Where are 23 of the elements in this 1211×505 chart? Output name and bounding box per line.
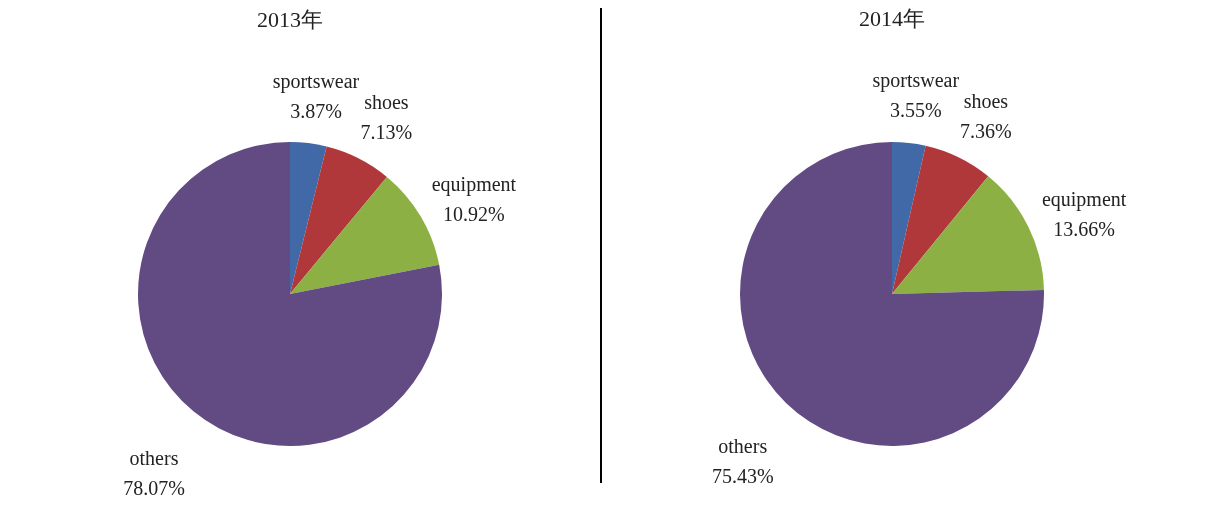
chart-title: 2013年 <box>257 6 323 32</box>
data-label: 78.07% <box>123 477 185 500</box>
slice-label: sportswear <box>872 69 960 93</box>
data-label: 3.87% <box>290 99 342 122</box>
slice-label: sportswear <box>272 69 360 93</box>
slice-label: equipment <box>431 172 517 196</box>
data-label: 13.66% <box>1053 217 1115 240</box>
slice-label: others <box>718 435 768 458</box>
data-label: 3.55% <box>889 99 942 122</box>
data-label: 10.92% <box>443 202 505 225</box>
slice-label: shoes <box>963 89 1009 112</box>
pie-slice <box>290 142 327 294</box>
slice-label: shoes <box>364 90 409 113</box>
slice-label: others <box>129 447 179 470</box>
pie-slice <box>892 145 989 294</box>
data-label: 75.43% <box>711 465 774 488</box>
data-label: 7.36% <box>960 119 1012 142</box>
data-label: 7.13% <box>360 120 413 143</box>
chart-title: 2014年 <box>859 6 925 32</box>
pie-slice <box>290 146 387 294</box>
slice-label: equipment <box>1041 187 1127 211</box>
pie-slice <box>892 142 926 294</box>
pie-slice <box>892 176 1044 294</box>
